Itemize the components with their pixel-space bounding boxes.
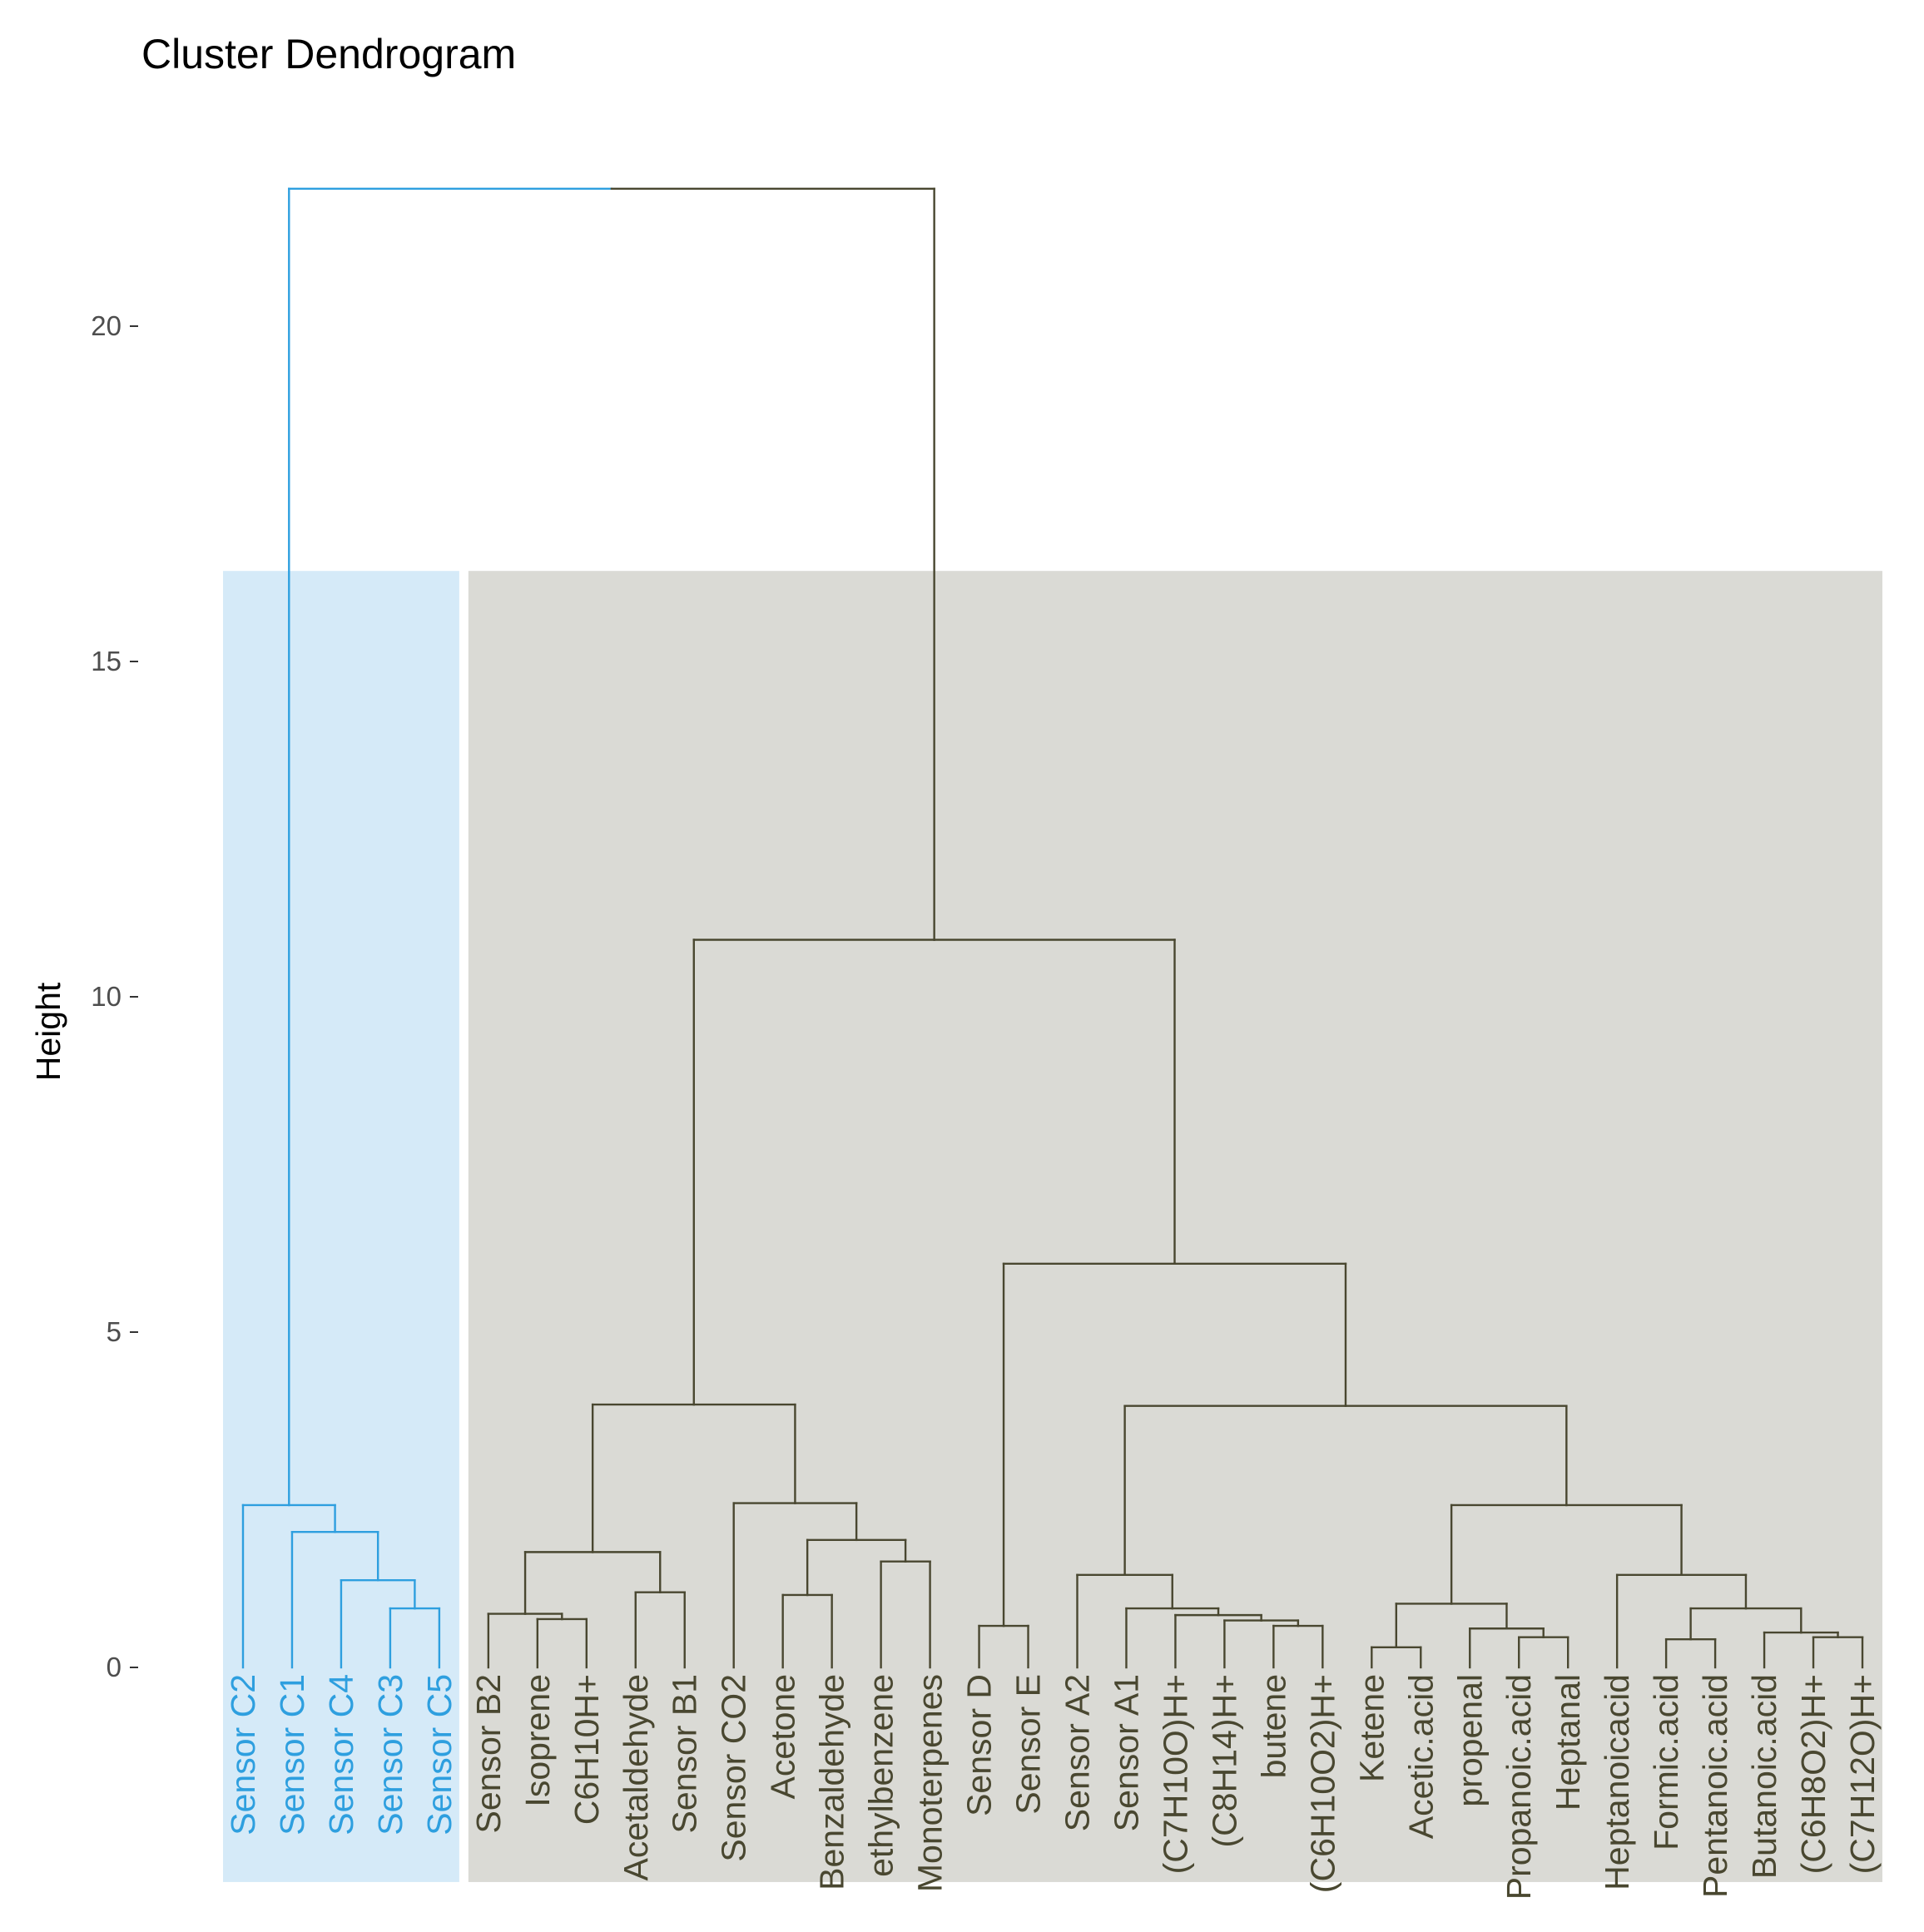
y-tick-label: 0 xyxy=(107,1652,121,1682)
leaf-label: propenal xyxy=(1450,1674,1489,1807)
dendrogram-links xyxy=(241,187,1864,1669)
leaf-label: Butanoic.acid xyxy=(1745,1674,1783,1879)
leaf-label: Monoterpenes xyxy=(911,1674,950,1892)
leaf-label: Benzaldehyde xyxy=(813,1674,851,1890)
leaf-label: (C7H12O)H+ xyxy=(1843,1674,1882,1874)
leaf-label: Sensor C5 xyxy=(420,1674,459,1835)
leaf-label: Formic.acid xyxy=(1647,1674,1685,1850)
y-tick-label: 20 xyxy=(91,310,121,341)
leaf-label: Sensor CO2 xyxy=(715,1674,753,1862)
leaf-label: butene xyxy=(1254,1674,1292,1778)
leaf-label: ethylbenzene xyxy=(862,1674,900,1877)
leaf-label: (C8H14)H+ xyxy=(1205,1674,1243,1847)
leaf-label: C6H10H+ xyxy=(568,1674,606,1825)
leaf-label: Sensor A1 xyxy=(1107,1674,1145,1831)
y-axis: 0 5 10 15 20 xyxy=(91,310,138,1682)
leaf-label: Acetaldehyde xyxy=(617,1674,655,1880)
y-tick-label: 5 xyxy=(107,1316,121,1347)
leaf-label: Sensor E xyxy=(1009,1674,1048,1815)
leaf-label: Sensor C1 xyxy=(273,1674,311,1835)
leaf-label: Sensor B2 xyxy=(469,1674,508,1833)
y-axis-title: Height xyxy=(29,982,67,1081)
leaf-label: Heptanoicacid xyxy=(1598,1674,1636,1890)
leaf-label: Sensor C3 xyxy=(371,1674,409,1835)
chart-title: Cluster Dendrogram xyxy=(141,31,516,77)
leaf-label: Acetic.acid xyxy=(1401,1674,1440,1839)
leaf-label: Sensor C4 xyxy=(322,1674,360,1835)
leaf-label: Isoprene xyxy=(518,1674,557,1807)
leaf-label: Ketene xyxy=(1352,1674,1391,1782)
leaf-label: Sensor B1 xyxy=(666,1674,704,1833)
leaf-label: (C7H10O)H+ xyxy=(1156,1674,1194,1874)
leaf-label: (C6H8O2)H+ xyxy=(1794,1674,1832,1874)
leaf-label: Propanoic.acid xyxy=(1500,1674,1538,1900)
leaf-label: Sensor A2 xyxy=(1058,1674,1096,1831)
leaf-label: Heptanal xyxy=(1549,1674,1587,1811)
leaf-labels: Sensor C2 Sensor C1 Sensor C4 Sensor C3 Sens… xyxy=(224,1674,1882,1900)
leaf-label: Pentanoic.acid xyxy=(1696,1674,1734,1898)
leaf-label: Sensor D xyxy=(960,1674,999,1816)
leaf-label: Acetone xyxy=(764,1674,802,1799)
y-tick-label: 15 xyxy=(91,646,121,676)
leaf-label: (C6H10O2)H+ xyxy=(1303,1674,1341,1893)
leaf-label: Sensor C2 xyxy=(224,1674,262,1835)
y-tick-label: 10 xyxy=(91,981,121,1012)
